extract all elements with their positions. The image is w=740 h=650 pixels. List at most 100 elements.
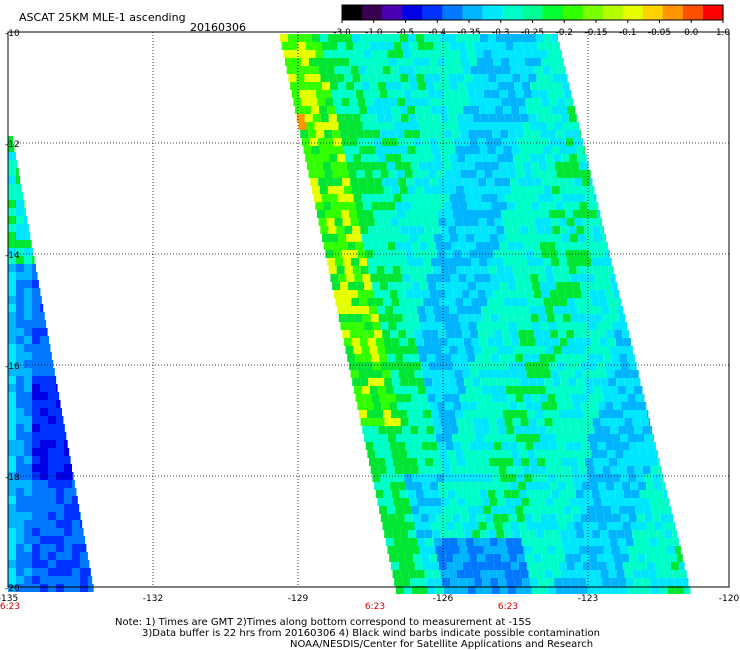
swath-pixel <box>367 106 376 114</box>
swath-pixel <box>417 194 426 202</box>
swath-pixel <box>427 546 436 554</box>
swath-pixel <box>619 546 628 554</box>
swath-pixel <box>40 520 48 528</box>
swath-pixel <box>8 232 16 240</box>
swath-pixel <box>560 570 569 578</box>
swath-pixel <box>603 354 612 362</box>
swath-pixel <box>546 82 555 90</box>
swath-pixel <box>576 226 585 234</box>
swath-pixel <box>72 568 80 576</box>
swath-pixel <box>398 66 407 74</box>
swath-pixel <box>515 50 524 58</box>
swath-pixel <box>359 106 368 114</box>
swath-pixel <box>536 114 545 122</box>
swath-pixel <box>467 242 476 250</box>
swath-pixel <box>526 562 535 570</box>
swath-pixel <box>566 178 575 186</box>
swath-pixel <box>555 506 564 514</box>
swath-pixel <box>489 42 498 50</box>
swath-pixel <box>434 314 443 322</box>
swath-pixel <box>554 162 563 170</box>
swath-pixel <box>417 538 426 546</box>
swath-pixel <box>545 538 554 546</box>
swath-pixel <box>600 530 609 538</box>
swath-pixel <box>608 378 617 386</box>
swath-pixel <box>487 410 495 418</box>
swath-pixel <box>456 226 465 234</box>
swath-pixel <box>32 504 40 512</box>
swath-pixel <box>562 274 571 282</box>
swath-pixel <box>482 466 491 474</box>
swath-pixel <box>396 322 405 330</box>
swath-pixel <box>339 242 348 250</box>
swath-pixel <box>625 458 633 466</box>
swath-pixel <box>8 200 16 208</box>
swath-pixel <box>583 450 592 458</box>
swath-pixel <box>584 418 593 426</box>
swath-pixel <box>570 578 579 586</box>
swath-pixel <box>482 162 491 170</box>
swath-pixel <box>321 42 330 50</box>
swath-pixel <box>331 50 340 58</box>
swath-pixel <box>527 490 536 498</box>
swath-pixel <box>667 586 676 594</box>
swath-pixel <box>519 298 528 306</box>
swath-pixel <box>521 538 530 546</box>
swath-pixel <box>377 154 386 162</box>
swath-pixel <box>508 362 517 370</box>
swath-pixel <box>517 138 526 146</box>
swath-pixel <box>635 546 644 554</box>
swath-pixel <box>649 498 658 506</box>
swath-pixel <box>481 386 490 394</box>
swath-pixel <box>426 466 435 474</box>
swath-pixel <box>369 154 378 162</box>
swath-pixel <box>421 58 429 66</box>
swath-pixel <box>400 74 409 82</box>
swath-pixel <box>16 584 24 592</box>
swath-pixel <box>527 450 536 458</box>
swath-pixel <box>436 130 445 138</box>
swath-pixel <box>594 578 603 586</box>
swath-pixel <box>515 586 524 594</box>
swath-pixel <box>460 434 468 442</box>
swath-pixel <box>425 194 434 202</box>
map-frame <box>7 31 730 588</box>
swath-pixel <box>338 274 347 282</box>
swath-pixel <box>354 314 363 322</box>
swath-pixel <box>416 378 425 386</box>
swath-pixel <box>565 138 574 146</box>
swath-pixel <box>8 304 16 312</box>
swath-pixel <box>356 322 365 330</box>
swath-pixel <box>394 122 403 130</box>
swath-pixel <box>553 386 562 394</box>
swath-pixel <box>553 42 560 50</box>
swath-pixel <box>391 186 400 194</box>
swath-pixel <box>582 370 591 378</box>
time-labels: 6:23 6:23 6:23 <box>0 602 518 612</box>
swath-pixel <box>392 570 401 578</box>
swath-pixel <box>485 138 494 146</box>
swath-pixel <box>40 552 48 560</box>
swath-pixel <box>539 546 548 554</box>
swath-pixel <box>581 210 589 218</box>
swath-pixel <box>460 322 469 330</box>
swath-pixel <box>486 562 495 570</box>
swath-pixel <box>366 178 375 186</box>
swath-pixel <box>517 58 525 66</box>
swath-pixel <box>298 122 307 130</box>
swath-pixel <box>390 178 399 186</box>
swath-pixel <box>408 266 417 274</box>
swath-pixel <box>493 98 502 106</box>
swath-pixel <box>519 258 527 266</box>
swath-pixel <box>424 74 433 82</box>
swath-pixel <box>571 202 580 210</box>
swath-pixel <box>24 536 32 544</box>
swath-pixel <box>435 202 444 210</box>
swath-pixel <box>576 378 585 386</box>
swath-pixel <box>424 226 433 234</box>
swath-pixel <box>432 530 441 538</box>
swath-pixel <box>471 106 480 114</box>
swath-pixel <box>582 330 591 338</box>
swath-pixel <box>72 496 78 504</box>
swath-pixel <box>614 370 623 378</box>
